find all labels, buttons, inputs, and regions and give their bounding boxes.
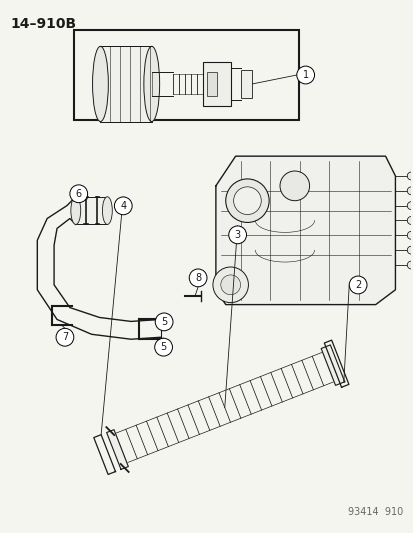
Text: 93414  910: 93414 910 bbox=[347, 507, 402, 518]
Text: 4: 4 bbox=[120, 201, 126, 211]
Bar bbox=[240, 70, 252, 98]
Circle shape bbox=[114, 197, 132, 215]
Ellipse shape bbox=[279, 171, 309, 201]
Polygon shape bbox=[107, 430, 128, 470]
Text: 5: 5 bbox=[160, 342, 166, 352]
Text: 5: 5 bbox=[161, 317, 167, 327]
Ellipse shape bbox=[102, 197, 112, 224]
Circle shape bbox=[406, 201, 413, 209]
Circle shape bbox=[189, 269, 206, 287]
Ellipse shape bbox=[93, 46, 108, 122]
Circle shape bbox=[349, 276, 366, 294]
Text: 6: 6 bbox=[76, 189, 82, 199]
Circle shape bbox=[406, 261, 413, 269]
Circle shape bbox=[155, 313, 173, 331]
Text: 14–910B: 14–910B bbox=[11, 17, 76, 30]
Text: 8: 8 bbox=[195, 273, 201, 283]
Ellipse shape bbox=[143, 46, 159, 122]
Polygon shape bbox=[215, 156, 394, 304]
Bar bbox=[100, 46, 152, 122]
Polygon shape bbox=[320, 345, 344, 385]
Circle shape bbox=[406, 246, 413, 254]
Circle shape bbox=[154, 338, 172, 356]
Circle shape bbox=[406, 172, 413, 180]
Circle shape bbox=[406, 187, 413, 195]
Bar bbox=[74, 30, 298, 119]
Ellipse shape bbox=[212, 267, 248, 303]
Bar bbox=[202, 62, 230, 106]
Circle shape bbox=[406, 231, 413, 239]
Circle shape bbox=[228, 226, 246, 244]
Bar bbox=[206, 72, 216, 96]
Ellipse shape bbox=[233, 187, 261, 215]
Ellipse shape bbox=[71, 197, 81, 224]
Circle shape bbox=[296, 66, 314, 84]
Text: 7: 7 bbox=[62, 332, 68, 342]
Text: 1: 1 bbox=[302, 70, 308, 80]
Text: 3: 3 bbox=[234, 230, 240, 240]
Bar bbox=[76, 197, 107, 224]
Circle shape bbox=[56, 328, 74, 346]
Circle shape bbox=[406, 216, 413, 224]
Text: 2: 2 bbox=[354, 280, 361, 290]
Ellipse shape bbox=[220, 275, 240, 295]
Circle shape bbox=[70, 185, 88, 203]
Ellipse shape bbox=[225, 179, 268, 222]
